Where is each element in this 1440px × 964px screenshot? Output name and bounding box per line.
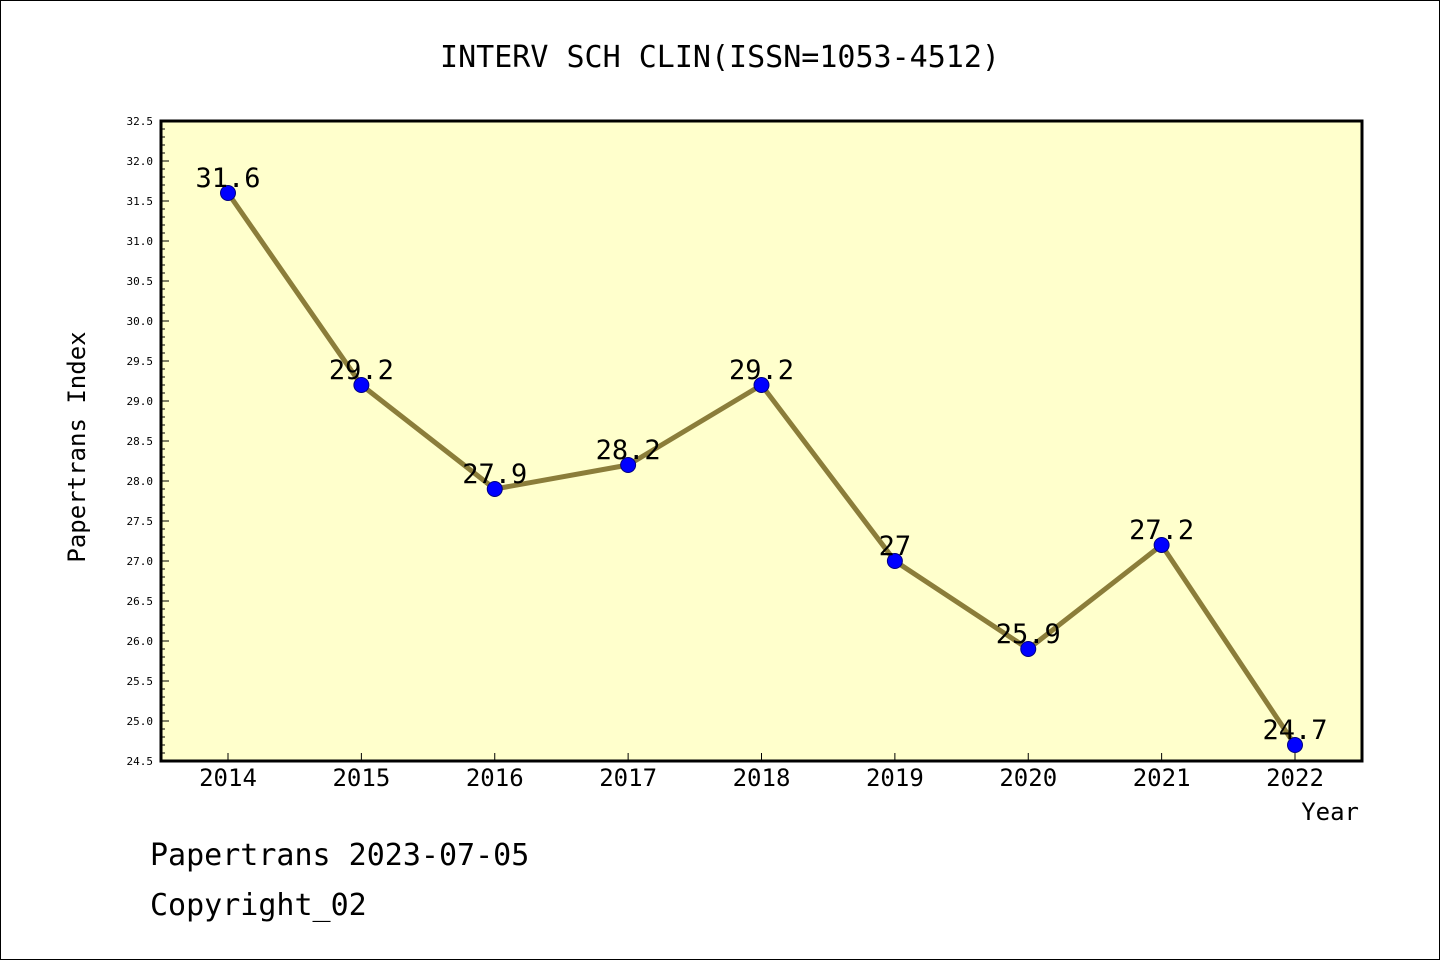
data-label: 27.2 xyxy=(1129,515,1194,546)
y-tick-label: 24.5 xyxy=(127,755,154,768)
x-tick-label: 2022 xyxy=(1266,764,1324,792)
x-tick-label: 2016 xyxy=(466,764,524,792)
data-label: 27 xyxy=(879,531,912,562)
data-label: 25.9 xyxy=(996,619,1061,650)
data-label: 29.2 xyxy=(729,355,794,386)
x-axis-ticks: 2014 2015 2016 2017 2018 2019 2020 2021 2022 xyxy=(199,753,1324,792)
y-tick-label: 30.0 xyxy=(127,315,154,328)
data-point xyxy=(1020,641,1037,657)
data-point xyxy=(220,185,236,201)
y-tick-label: 27.0 xyxy=(127,555,154,568)
y-tick-label: 29.0 xyxy=(127,395,154,408)
data-labels: 31.6 29.2 27.9 28.2 29.2 27 25.9 27.2 24.7 xyxy=(195,163,1327,746)
y-axis-ticks: 24.5 25.0 25.5 26.0 26.5 27.0 27.5 28.0 28.5 29.0… xyxy=(127,115,169,768)
footer-date: Papertrans 2023-07-05 xyxy=(150,838,529,873)
data-series xyxy=(220,185,1303,753)
y-tick-label: 32.0 xyxy=(127,155,154,168)
y-tick-label: 26.5 xyxy=(127,595,154,608)
y-tick-label: 25.0 xyxy=(127,715,154,728)
y-tick-label: 27.5 xyxy=(127,515,154,528)
chart-title: INTERV SCH CLIN(ISSN=1053-4512) xyxy=(440,40,1000,75)
footer-copyright: Copyright_02 xyxy=(150,888,367,923)
data-label: 27.9 xyxy=(462,459,527,490)
data-label: 29.2 xyxy=(329,355,394,386)
x-tick-label: 2014 xyxy=(199,764,257,792)
x-tick-label: 2018 xyxy=(733,764,791,792)
y-tick-label: 30.5 xyxy=(127,275,154,288)
data-point xyxy=(353,377,370,393)
data-point xyxy=(1287,737,1303,753)
y-tick-label: 32.5 xyxy=(127,115,154,128)
y-tick-label: 31.5 xyxy=(127,195,154,208)
y-tick-label: 28.5 xyxy=(127,435,154,448)
y-tick-label: 29.5 xyxy=(127,355,154,368)
plot-area xyxy=(159,119,1364,763)
x-axis-label: Year xyxy=(1301,798,1359,826)
y-tick-label: 31.0 xyxy=(127,235,154,248)
x-tick-label: 2021 xyxy=(1133,764,1191,792)
y-axis-label: Papertrans Index xyxy=(63,331,91,562)
data-point xyxy=(620,457,637,473)
y-tick-label: 28.0 xyxy=(127,475,154,488)
data-point xyxy=(886,553,903,569)
y-tick-label: 26.0 xyxy=(127,635,154,648)
x-tick-label: 2017 xyxy=(599,764,657,792)
x-tick-label: 2019 xyxy=(866,764,924,792)
data-point xyxy=(486,481,503,497)
x-tick-label: 2020 xyxy=(999,764,1057,792)
data-point xyxy=(753,377,770,393)
x-tick-label: 2015 xyxy=(332,764,390,792)
data-label: 31.6 xyxy=(195,163,260,194)
y-tick-label: 25.5 xyxy=(127,675,154,688)
data-label: 28.2 xyxy=(596,435,661,466)
data-label: 24.7 xyxy=(1262,715,1327,746)
data-point xyxy=(1153,537,1170,553)
